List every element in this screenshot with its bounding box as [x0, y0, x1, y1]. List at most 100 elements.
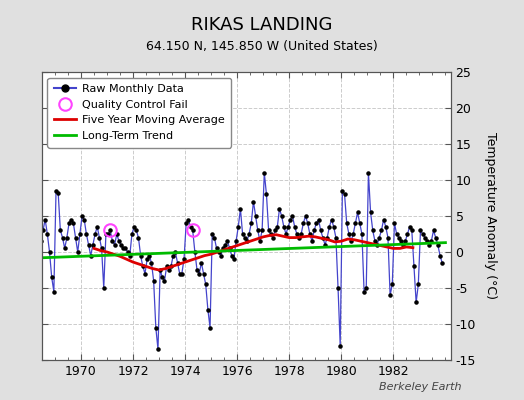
- Point: [243, 238, 251, 244]
- Point: [48, 274, 56, 280]
- Point: [113, 231, 121, 237]
- Point: [265, 227, 273, 234]
- Point: [91, 231, 99, 237]
- Point: [102, 231, 110, 237]
- Point: [78, 213, 86, 219]
- Point: [147, 260, 156, 266]
- Point: [69, 220, 78, 226]
- Point: [347, 238, 355, 244]
- Point: [381, 224, 390, 230]
- Point: [210, 234, 219, 241]
- Point: [156, 267, 165, 273]
- Point: [241, 234, 249, 241]
- Text: Berkeley Earth: Berkeley Earth: [379, 382, 461, 392]
- Point: [115, 238, 123, 244]
- Point: [56, 227, 64, 234]
- Point: [158, 274, 167, 280]
- Point: [73, 249, 82, 255]
- Point: [334, 285, 342, 291]
- Point: [325, 224, 334, 230]
- Point: [28, 218, 36, 225]
- Point: [141, 270, 149, 277]
- Point: [249, 198, 258, 205]
- Text: 64.150 N, 145.850 W (United States): 64.150 N, 145.850 W (United States): [146, 40, 378, 53]
- Point: [197, 260, 205, 266]
- Y-axis label: Temperature Anomaly (°C): Temperature Anomaly (°C): [484, 132, 497, 300]
- Point: [195, 270, 203, 277]
- Point: [284, 224, 292, 230]
- Point: [217, 252, 225, 259]
- Point: [288, 213, 297, 219]
- Point: [139, 263, 147, 270]
- Point: [425, 242, 433, 248]
- Point: [360, 288, 368, 295]
- Point: [245, 231, 253, 237]
- Point: [319, 234, 327, 241]
- Point: [416, 227, 424, 234]
- Point: [438, 260, 446, 266]
- Point: [328, 216, 336, 223]
- Point: [232, 238, 241, 244]
- Point: [173, 260, 182, 266]
- Point: [86, 252, 95, 259]
- Point: [193, 267, 201, 273]
- Point: [429, 227, 438, 234]
- Point: [230, 256, 238, 262]
- Point: [124, 249, 132, 255]
- Point: [364, 170, 373, 176]
- Point: [395, 234, 403, 241]
- Point: [377, 227, 386, 234]
- Point: [336, 342, 344, 349]
- Point: [182, 220, 190, 226]
- Point: [80, 216, 89, 223]
- Point: [421, 234, 429, 241]
- Point: [371, 238, 379, 244]
- Point: [41, 216, 49, 223]
- Point: [314, 216, 323, 223]
- Point: [303, 220, 312, 226]
- Point: [427, 238, 435, 244]
- Point: [95, 234, 104, 241]
- Text: RIKAS LANDING: RIKAS LANDING: [191, 16, 333, 34]
- Point: [373, 242, 381, 248]
- Point: [390, 220, 399, 226]
- Point: [368, 227, 377, 234]
- Point: [341, 191, 349, 198]
- Point: [82, 231, 91, 237]
- Point: [258, 227, 266, 234]
- Point: [67, 216, 75, 223]
- Point: [93, 224, 102, 230]
- Point: [178, 270, 186, 277]
- Point: [75, 231, 84, 237]
- Point: [151, 324, 160, 331]
- Point: [171, 249, 180, 255]
- Point: [316, 227, 325, 234]
- Point: [269, 234, 277, 241]
- Point: [299, 220, 308, 226]
- Point: [375, 234, 384, 241]
- Point: [297, 231, 305, 237]
- Point: [189, 227, 197, 234]
- Point: [145, 252, 154, 259]
- Point: [330, 224, 338, 230]
- Point: [119, 245, 127, 252]
- Point: [63, 234, 71, 241]
- Point: [338, 188, 346, 194]
- Point: [199, 270, 208, 277]
- Point: [379, 216, 388, 223]
- Point: [275, 206, 283, 212]
- Point: [408, 227, 416, 234]
- Point: [353, 209, 362, 216]
- Point: [305, 231, 314, 237]
- Point: [332, 234, 340, 241]
- Point: [345, 231, 353, 237]
- Point: [321, 242, 329, 248]
- Point: [208, 231, 216, 237]
- Point: [100, 285, 108, 291]
- Point: [206, 324, 214, 331]
- Point: [290, 224, 299, 230]
- Point: [128, 231, 136, 237]
- Point: [111, 242, 119, 248]
- Point: [214, 249, 223, 255]
- Point: [180, 256, 188, 262]
